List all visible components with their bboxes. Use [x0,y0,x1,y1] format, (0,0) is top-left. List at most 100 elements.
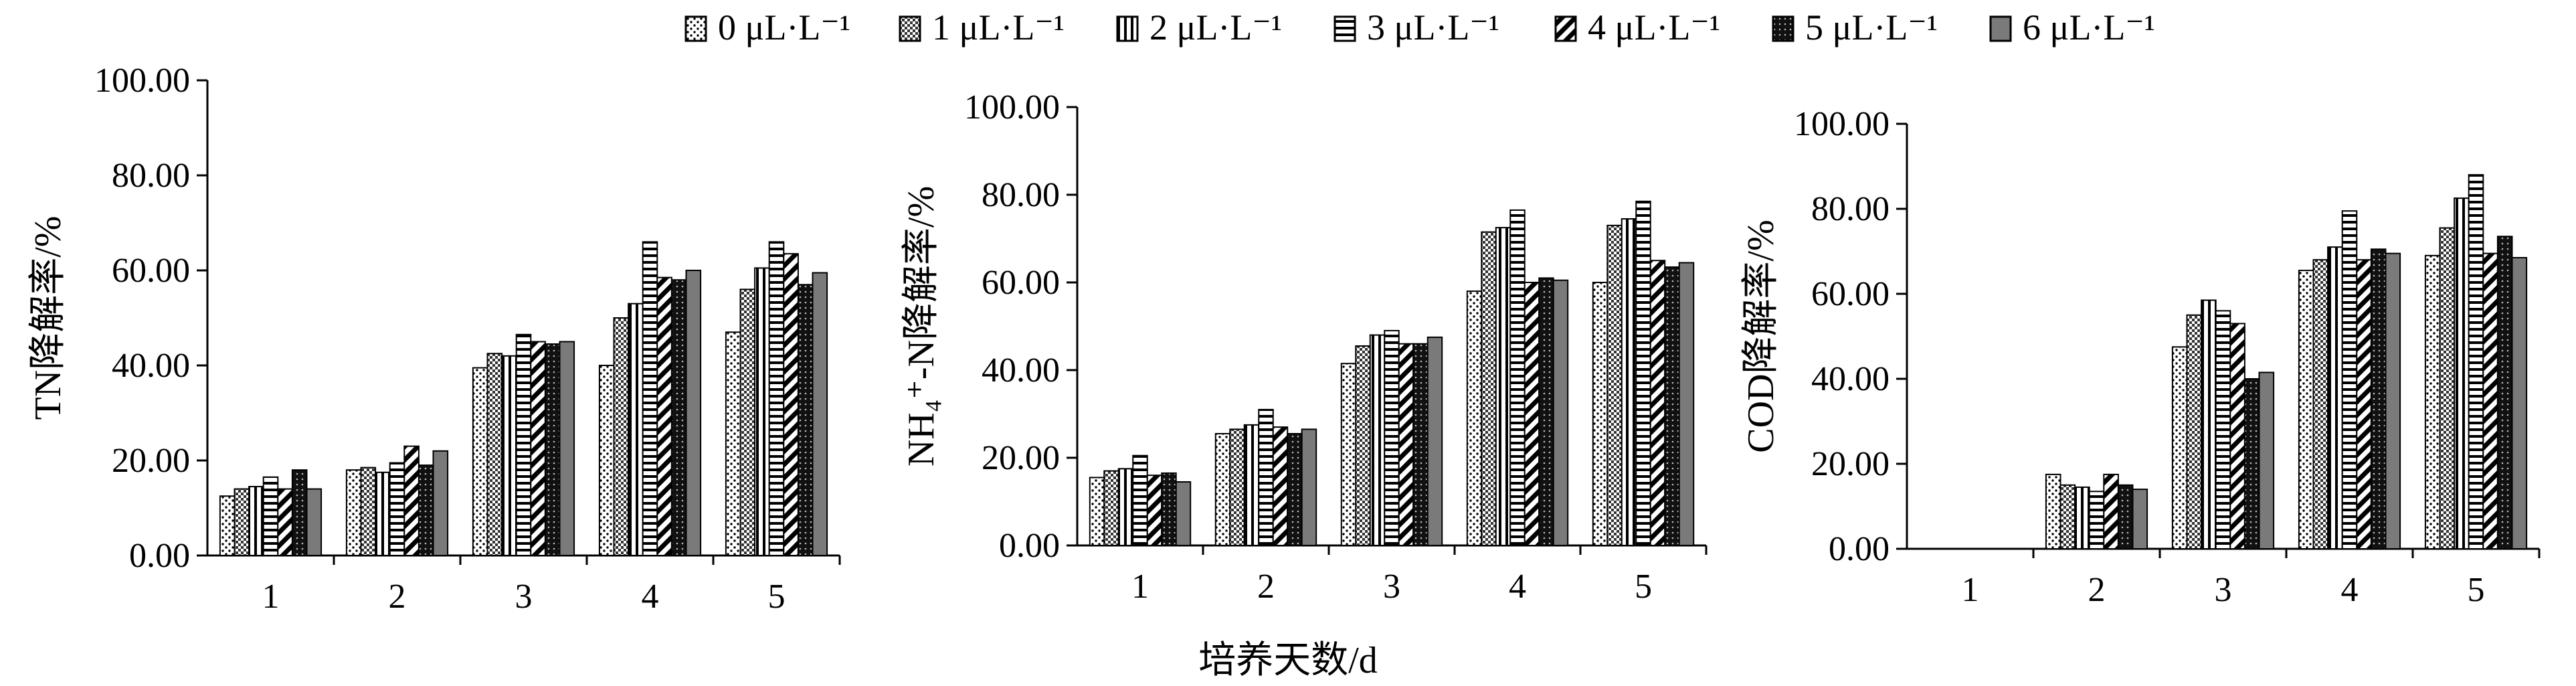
x-tick-label: 5 [2468,571,2485,609]
bar [1214,432,1231,546]
legend-entry: 1 μL·L⁻¹ [899,7,1065,48]
bar [2341,210,2358,549]
y-tick-label: 0.00 [1829,530,1890,568]
y-tick-label: 20.00 [982,439,1060,477]
bar [248,486,264,556]
bar [656,276,672,556]
bar [1384,330,1400,546]
x-tick-label: 4 [1509,568,1526,606]
bar [2045,473,2061,549]
bar [2370,248,2387,549]
shared-x-axis-label: 培养天数/d [1198,640,1378,681]
bar [1538,277,1554,546]
bar [2454,197,2470,549]
bar [2312,259,2329,549]
bar [1175,481,1192,547]
bar [613,317,630,556]
bar [1509,209,1526,546]
legend-label: 1 μL·L⁻¹ [932,7,1065,48]
bar [403,445,420,557]
bar [432,450,449,556]
bar [1117,468,1134,546]
legend-entry: 0 μL·L⁻¹ [684,7,850,48]
bar [2088,491,2105,550]
y-tick-label: 40.00 [112,347,190,385]
bar [345,469,362,557]
legend-entry: 3 μL·L⁻¹ [1333,7,1499,48]
legend-label: 0 μL·L⁻¹ [718,7,850,48]
bar [2327,246,2343,549]
legend-swatch [684,15,707,42]
bar [1427,336,1443,546]
x-tick-label: 1 [1962,571,1979,609]
bar [1592,282,1608,546]
bar [1664,266,1680,546]
legend: 0 μL·L⁻¹ 1 μL·L⁻¹ 2 μL·L⁻¹ 3 μL·L⁻¹ 4 μL·L⁻¹… [684,7,2155,48]
y-tick-label: 80.00 [982,176,1060,214]
bar [1089,477,1105,546]
bar [1146,475,1163,547]
bar [2258,371,2275,549]
legend-swatch [1116,15,1139,42]
y-tick-label: 20.00 [112,442,190,480]
y-tick-label: 60.00 [112,252,190,290]
bar [375,471,391,556]
x-tick-label: 3 [1383,568,1400,606]
bar [234,488,250,556]
bar [1258,408,1274,547]
legend-swatch [1989,15,2012,42]
bar [1678,262,1695,546]
bar [559,341,575,556]
bar [2298,270,2314,549]
y-tick-label: 80.00 [112,157,190,195]
bar [262,476,279,556]
bar [2385,252,2401,549]
bar [2424,254,2441,549]
y-tick-label: 100.00 [964,88,1060,126]
bar [1355,345,1371,546]
legend-label: 6 μL·L⁻¹ [2023,7,2155,48]
bar [685,270,702,556]
legend-swatch [899,15,921,42]
bar [2439,227,2456,549]
bar [1161,472,1177,546]
x-tick-label: 3 [2215,571,2232,609]
bar [754,267,770,556]
y-tick-label: 80.00 [1811,190,1890,228]
bar [783,253,799,556]
bar [2059,484,2076,549]
legend-entry: 2 μL·L⁻¹ [1116,7,1282,48]
bar [670,279,687,556]
bar [2074,486,2090,549]
bar [1606,224,1623,546]
bar [2186,314,2203,549]
chart-panel-2: 0.00 20.00 40.00 60.00 80.00 100.00 1 2 3 4 5 NH₄⁺-… [901,88,1708,606]
bar [1481,231,1497,546]
y-tick-label: 0.00 [129,537,190,575]
bar [1103,470,1119,547]
bar [2103,473,2119,549]
y-tick-label: 20.00 [1811,445,1890,483]
bar [389,462,405,556]
y-tick-label: 40.00 [1811,360,1890,398]
y-tick-label: 100.00 [94,62,190,100]
y-axis-label: COD降解率/% [1740,220,1782,452]
bar [2511,257,2528,549]
bar [1301,428,1317,546]
bar [812,272,828,556]
x-tick-label: 5 [768,578,786,616]
chart-panel-3: 0.00 20.00 40.00 60.00 80.00 100.00 1 2 3 4 5 COD降解… [1740,105,2541,609]
bar [2171,346,2188,549]
legend-label: 5 μL·L⁻¹ [1805,7,1938,48]
bar [1552,279,1569,546]
bar [642,241,658,556]
legend-label: 4 μL·L⁻¹ [1588,7,1720,48]
bar [1466,290,1483,546]
bar [2482,252,2498,549]
bar [739,288,756,556]
bar [2468,174,2484,549]
bar [797,284,814,556]
x-tick-label: 4 [642,578,659,616]
bar [1635,200,1651,546]
